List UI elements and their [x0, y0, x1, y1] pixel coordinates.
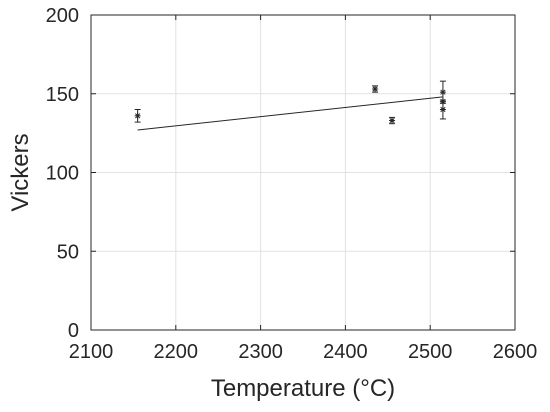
star-marker	[389, 117, 395, 124]
x-tick-label: 2400	[323, 341, 368, 363]
x-axis-label: Temperature (°C)	[211, 375, 395, 402]
y-tick-labels: 0 50 100 150 200	[46, 5, 79, 342]
x-tick-labels: 2100 2200 2300 2400 2500 2600	[69, 341, 538, 363]
grid-lines	[90, 14, 516, 331]
axis-ticks	[90, 14, 516, 331]
star-marker	[440, 106, 446, 113]
y-axis-label: Vickers	[7, 133, 34, 211]
data-point	[389, 116, 396, 125]
data-points	[134, 80, 446, 125]
star-marker	[372, 86, 378, 92]
data-point	[372, 85, 379, 93]
star-marker	[135, 113, 141, 119]
x-tick-label: 2500	[408, 341, 453, 363]
y-tick-label: 100	[46, 163, 79, 185]
data-point	[439, 99, 446, 120]
y-tick-label: 150	[46, 84, 79, 106]
y-tick-label: 200	[46, 5, 79, 27]
x-tick-label: 2300	[238, 341, 283, 363]
y-tick-label: 50	[57, 241, 79, 263]
x-tick-label: 2200	[154, 341, 199, 363]
star-marker	[440, 89, 446, 95]
x-tick-label: 2100	[69, 341, 114, 363]
data-point	[134, 109, 141, 123]
x-tick-label: 2600	[493, 341, 538, 363]
trend-line	[137, 96, 443, 131]
y-tick-label: 0	[68, 320, 79, 342]
